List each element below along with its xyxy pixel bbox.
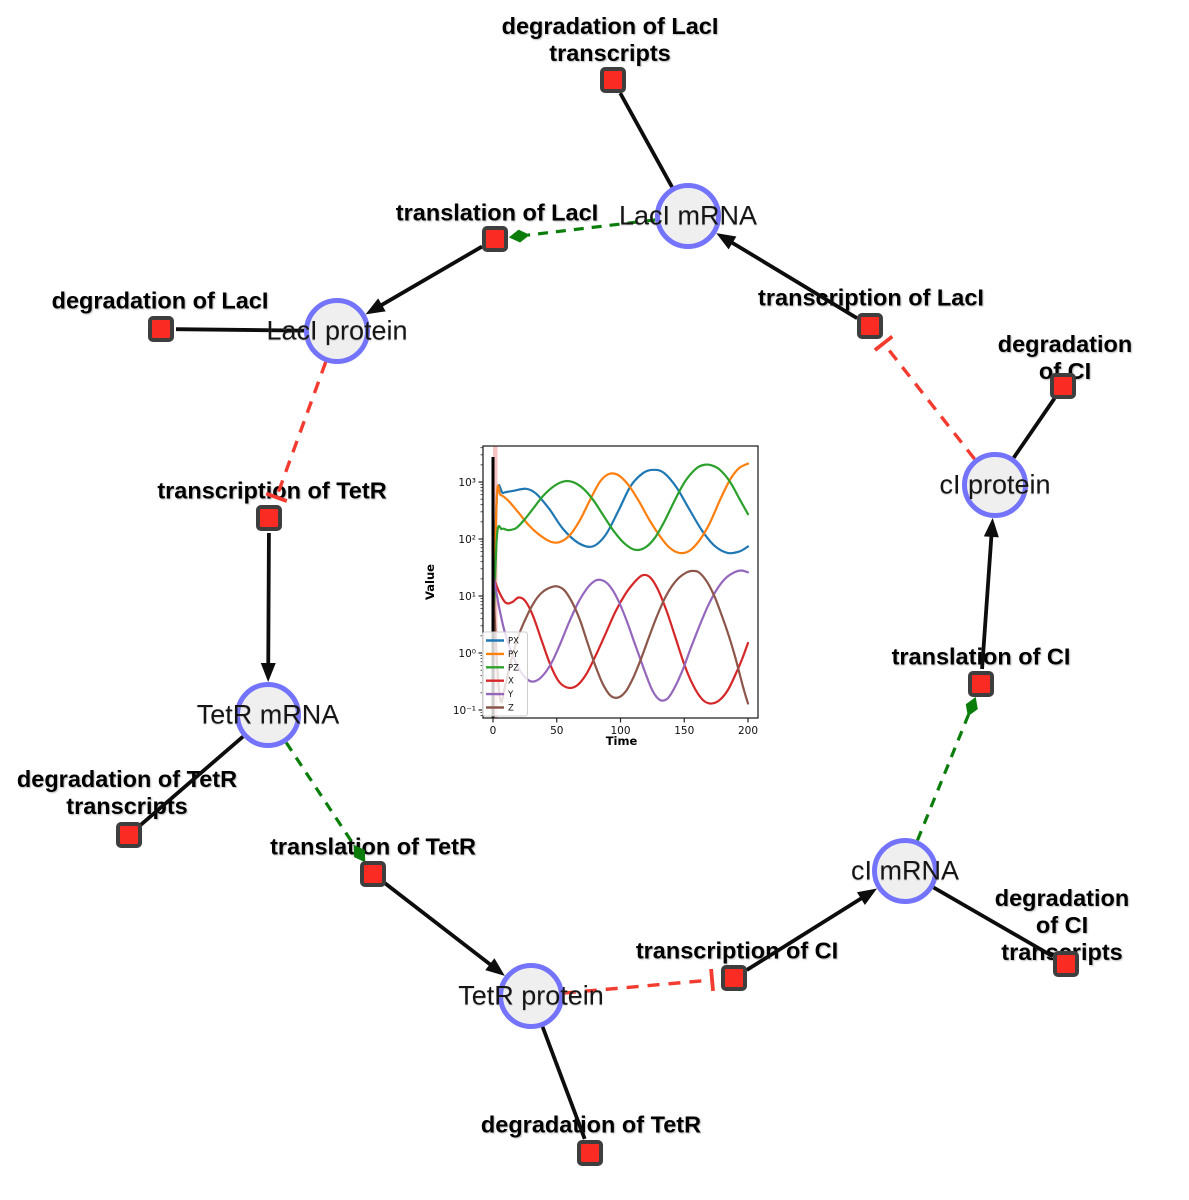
legend-label-Z: Z — [508, 704, 514, 714]
reaction-label-transcription-ci: transcription of CI — [635, 937, 839, 964]
reaction-label-deg-ci: degradation of CI — [997, 331, 1133, 384]
legend-label-PY: PY — [508, 650, 519, 660]
x-tick-label: 200 — [738, 725, 758, 737]
y-tick-label: 10³ — [458, 477, 476, 489]
reaction-label-translation-tetr: translation of TetR — [270, 833, 476, 860]
species-node-ci-protein[interactable] — [962, 452, 1028, 518]
edge-ci-protein-to-transcription-laci — [882, 342, 976, 461]
edge-translation-tetr-to-tetr-protein-arrowhead — [485, 958, 505, 976]
edge-translation-laci-to-laci-protein — [377, 244, 483, 309]
species-label-tetr-protein: TetR protein — [458, 980, 604, 1011]
edge-tetr-protein-to-deg-tetr — [540, 1026, 587, 1140]
edge-ci-mrna-to-deg-ci-transcripts — [932, 885, 1054, 959]
edge-ci-protein-to-deg-ci — [1012, 397, 1057, 459]
edge-laci-protein-to-transcription-tetr — [274, 361, 328, 498]
edge-transcription-tetr-to-tetr-mrna-arrowhead — [260, 662, 276, 683]
y-axis-title: Value — [425, 564, 437, 600]
reaction-node-transcription-ci[interactable] — [721, 965, 747, 991]
legend-box — [482, 631, 528, 717]
reaction-label-translation-ci: translation of CI — [891, 643, 1071, 670]
edge-ci-mrna-to-translation-ci — [915, 713, 971, 842]
species-node-tetr-protein[interactable] — [498, 963, 564, 1029]
reaction-node-deg-tetr-transcripts[interactable] — [116, 822, 142, 848]
species-label-ci-mrna: cI mRNA — [851, 855, 959, 886]
legend-label-PX: PX — [508, 637, 519, 647]
curve-X — [491, 573, 750, 705]
species-label-tetr-mrna: TetR mRNA — [196, 699, 340, 730]
species-node-laci-mrna[interactable] — [655, 183, 721, 249]
species-label-ci-protein: cI protein — [939, 469, 1051, 500]
legend-label-Y: Y — [507, 690, 514, 700]
reaction-node-translation-tetr[interactable] — [360, 861, 386, 887]
reaction-node-transcription-laci[interactable] — [857, 313, 883, 339]
y-tick-label: 10² — [458, 534, 476, 546]
species-label-laci-protein: LacI protein — [266, 315, 408, 346]
x-tick-label: 0 — [490, 725, 497, 737]
edge-laci-mrna-to-deg-laci-transcripts — [618, 92, 674, 189]
legend-label-X: X — [508, 677, 514, 687]
x-axis-title: Time — [606, 734, 638, 748]
reaction-node-translation-ci[interactable] — [968, 671, 994, 697]
edge-tetr-protein-to-transcription-ci — [563, 978, 713, 995]
edge-ci-protein-to-transcription-laci-tbar — [873, 335, 894, 352]
x-tick-label: 150 — [674, 725, 694, 737]
curve-PZ — [491, 463, 750, 655]
edge-laci-mrna-to-translation-laci — [527, 218, 656, 237]
reaction-label-deg-laci-transcripts: degradation of LacI transcripts — [501, 13, 719, 66]
reaction-node-deg-laci[interactable] — [148, 316, 174, 342]
edge-transcription-ci-to-ci-mrna-arrowhead — [856, 888, 878, 905]
edge-tetr-mrna-to-translation-tetr-diamond — [353, 844, 366, 863]
edge-laci-protein-to-transcription-tetr-tbar — [265, 491, 288, 503]
reaction-label-translation-laci: translation of LacI — [395, 199, 599, 226]
x-tick-label: 100 — [610, 725, 630, 737]
edge-transcription-laci-to-laci-mrna-arrowhead — [716, 233, 737, 250]
reaction-node-deg-ci[interactable] — [1050, 373, 1076, 399]
edge-laci-protein-to-deg-laci — [175, 327, 305, 333]
edge-translation-ci-to-ci-protein-arrowhead — [983, 517, 999, 538]
edge-tetr-mrna-to-translation-tetr — [284, 741, 357, 848]
reaction-node-transcription-tetr[interactable] — [256, 505, 282, 531]
y-tick-label: 10⁰ — [458, 648, 476, 660]
reaction-label-transcription-laci: transcription of LacI — [758, 284, 984, 311]
curve-Y — [491, 569, 750, 702]
edge-translation-laci-to-laci-protein-arrowhead — [365, 298, 386, 315]
species-node-laci-protein[interactable] — [304, 298, 370, 364]
edge-transcription-laci-to-laci-mrna — [728, 239, 859, 320]
edge-tetr-protein-to-transcription-ci-tbar — [709, 968, 715, 992]
edge-ci-mrna-to-translation-ci-diamond — [965, 696, 978, 717]
time-series-chart: 0 50 100 150 20010⁻¹10⁰10¹10²10³TimeValuePXP… — [425, 428, 777, 780]
reaction-node-deg-ci-transcripts[interactable] — [1053, 951, 1079, 977]
edge-translation-tetr-to-tetr-protein — [383, 881, 495, 969]
edge-laci-mrna-to-translation-laci-diamond — [508, 229, 530, 243]
reaction-label-deg-tetr: degradation of TetR — [480, 1111, 702, 1138]
species-node-ci-mrna[interactable] — [872, 838, 938, 904]
species-label-laci-mrna: LacI mRNA — [618, 200, 758, 231]
edge-transcription-ci-to-ci-mrna — [745, 894, 866, 972]
edge-transcription-tetr-to-tetr-mrna — [266, 532, 271, 668]
species-node-tetr-mrna[interactable] — [235, 682, 301, 748]
edge-tetr-mrna-to-deg-tetr-transcripts — [139, 735, 245, 827]
y-tick-label: 10⁻¹ — [453, 705, 476, 717]
reaction-label-deg-laci: degradation of LacI — [51, 287, 269, 314]
legend-label-PZ: PZ — [508, 663, 519, 673]
reaction-node-translation-laci[interactable] — [482, 226, 508, 252]
reaction-label-deg-tetr-transcripts: degradation of TetR transcripts — [16, 766, 238, 819]
chart-legend: PX PY PZ XYZ — [482, 631, 528, 717]
y-tick-label: 10¹ — [458, 591, 476, 603]
reaction-node-deg-tetr[interactable] — [577, 1140, 603, 1166]
x-tick-label: 50 — [550, 725, 563, 737]
reaction-node-deg-laci-transcripts[interactable] — [600, 67, 626, 93]
edge-translation-ci-to-ci-protein — [980, 532, 994, 670]
curve-PY — [491, 462, 750, 655]
curve-Z — [491, 569, 750, 705]
